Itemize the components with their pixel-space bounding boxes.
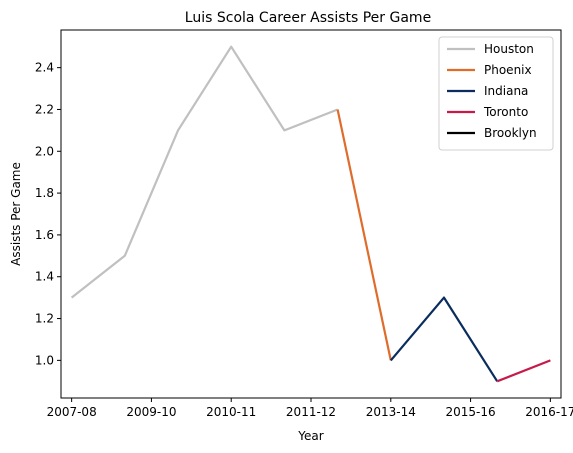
legend-box [438,36,554,151]
legend-label-indiana: Indiana [484,84,528,98]
x-axis-label: Year [297,429,323,443]
legend: Houston Phoenix Indiana Toronto Brooklyn [438,36,554,151]
x-tick-label: 2010-11 [206,405,256,419]
y-tick-label: 2.4 [35,61,54,75]
y-tick-label: 1.2 [35,312,54,326]
x-tick-label: 2007-08 [47,405,97,419]
y-tick-label: 1.6 [35,228,54,242]
x-tick-label: 2016-17 [525,405,573,419]
x-tick-label: 2009-10 [126,405,176,419]
x-tick-label: 2011-12 [286,405,336,419]
series-line-phoenix [336,109,392,361]
series-line-toronto [496,359,551,383]
y-tick-label: 1.4 [35,270,54,284]
y-tick-label: 2.0 [35,144,54,158]
legend-label-phoenix: Phoenix [484,63,532,77]
legend-label-brooklyn: Brooklyn [484,126,537,140]
chart-title: Luis Scola Career Assists Per Game [185,10,431,26]
x-tick-label: 2015-16 [446,405,496,419]
y-tick-label: 1.8 [35,186,54,200]
series-line-indiana [389,296,499,382]
legend-label-houston: Houston [484,42,534,56]
x-tick-label: 2013-14 [366,405,416,419]
y-tick-label: 2.2 [35,102,54,116]
y-axis-label: Assists Per Game [9,162,23,266]
series-line-houston [70,45,339,299]
y-tick-label: 1.0 [35,353,54,367]
legend-label-toronto: Toronto [483,105,528,119]
